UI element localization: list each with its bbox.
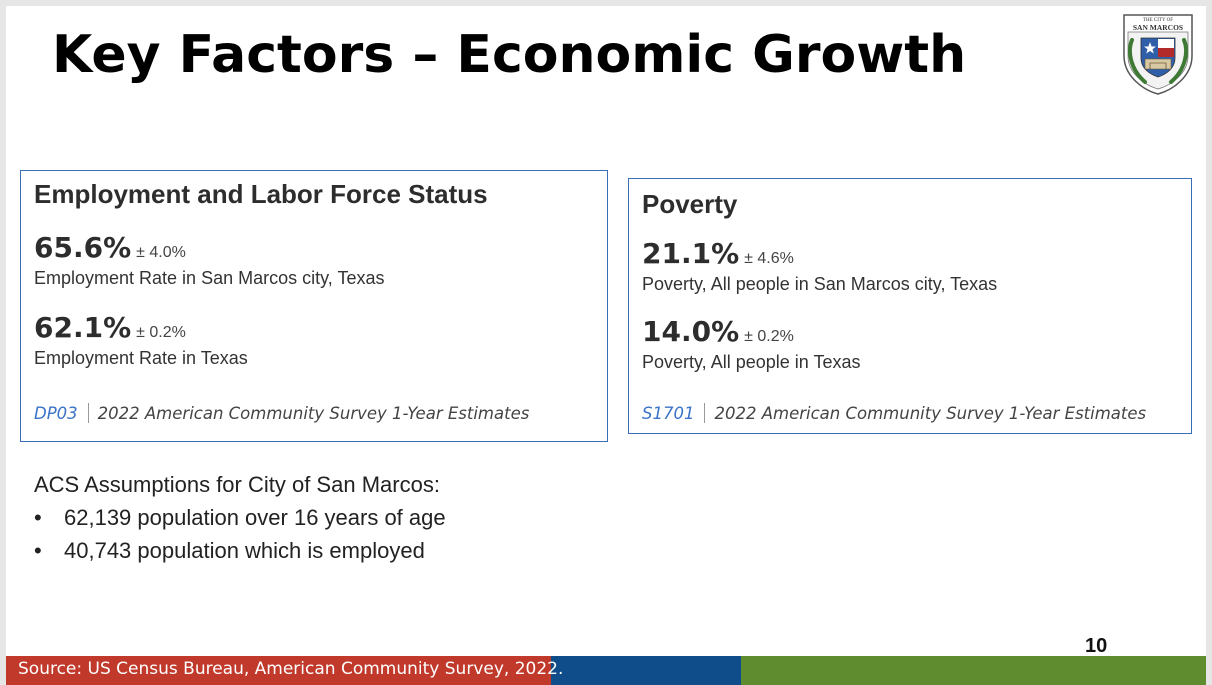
city-seal-graphic (1123, 14, 1193, 95)
stat-label: Employment Rate in Texas (34, 348, 248, 368)
slide-title: Key Factors – Economic Growth (52, 25, 967, 85)
bullet-icon: • (34, 505, 42, 530)
assumptions-heading: ACS Assumptions for City of San Marcos: (34, 472, 440, 497)
footer-bar-green (741, 656, 1206, 685)
stat-margin-of-error: ± 4.6% (744, 250, 794, 267)
survey-name: 2022 American Community Survey 1-Year Es… (714, 404, 1147, 423)
employment-card: Employment and Labor Force Status 65.6% ±… (20, 170, 608, 442)
poverty-card: Poverty 21.1% ± 4.6% Poverty, All people … (628, 178, 1192, 434)
stat-value: 21.1% (642, 237, 740, 270)
acs-assumptions: ACS Assumptions for City of San Marcos: … (34, 472, 446, 564)
page-number: 10 (1085, 635, 1108, 657)
city-seal-icon: THE CITY OF SAN MARCOS (1121, 12, 1195, 96)
list-item-text: 62,139 population over 16 years of age (64, 505, 446, 530)
stat-value: 14.0% (642, 315, 740, 348)
survey-name: 2022 American Community Survey 1-Year Es… (97, 404, 530, 423)
footer-divider (87, 403, 89, 423)
stat-label: Poverty, All people in Texas (642, 352, 861, 372)
employment-source: DP03 2022 American Community Survey 1-Yea… (34, 403, 529, 423)
stat-label: Poverty, All people in San Marcos city, … (642, 274, 998, 294)
seal-text-small: THE CITY OF (1142, 18, 1174, 23)
poverty-heading: Poverty (642, 189, 738, 219)
poverty-stat-texas: 14.0% ± 0.2% Poverty, All people in Texas (642, 315, 860, 373)
table-code-link[interactable]: S1701 (642, 404, 695, 423)
poverty-source: S1701 2022 American Community Survey 1-Ye… (642, 403, 1146, 423)
footer-bar-blue (551, 656, 741, 685)
employment-stat-texas: 62.1% ± 0.2% Employment Rate in Texas (34, 311, 248, 369)
stat-value: 65.6% (34, 231, 132, 264)
slide: Key Factors – Economic Growth THE CITY O… (6, 6, 1206, 685)
assumptions-list: • 62,139 population over 16 years of age … (34, 505, 446, 564)
table-code-link[interactable]: DP03 (34, 404, 78, 423)
footer-divider (704, 403, 706, 423)
employment-heading: Employment and Labor Force Status (34, 179, 488, 209)
stat-margin-of-error: ± 0.2% (136, 324, 186, 341)
list-item: • 40,743 population which is employed (34, 538, 446, 564)
list-item-text: 40,743 population which is employed (64, 538, 425, 563)
stat-margin-of-error: ± 4.0% (136, 244, 186, 261)
stat-value: 62.1% (34, 311, 132, 344)
bullet-icon: • (34, 538, 42, 563)
source-citation: Source: US Census Bureau, American Commu… (18, 659, 564, 679)
footer-bar-red (6, 656, 551, 685)
stat-label: Employment Rate in San Marcos city, Texa… (34, 268, 385, 288)
employment-stat-san-marcos: 65.6% ± 4.0% Employment Rate in San Marco… (34, 231, 384, 289)
poverty-stat-san-marcos: 21.1% ± 4.6% Poverty, All people in San M… (642, 237, 997, 295)
list-item: • 62,139 population over 16 years of age (34, 505, 446, 531)
seal-text-big: SAN MARCOS (1132, 23, 1184, 32)
stat-margin-of-error: ± 0.2% (744, 328, 794, 345)
